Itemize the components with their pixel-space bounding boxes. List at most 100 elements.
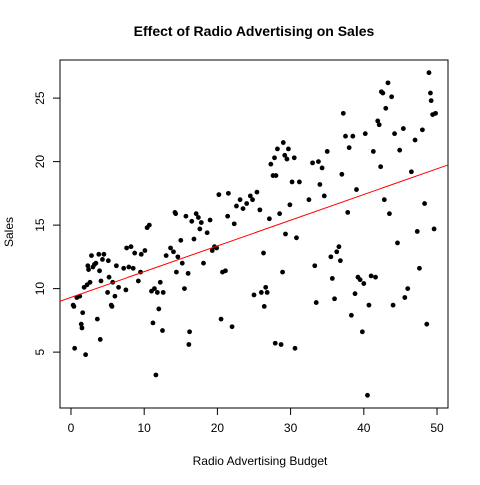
data-point [312,263,318,269]
y-tick-label: 20 [33,155,47,169]
data-point [426,70,432,76]
data-point [207,217,213,223]
data-point [328,254,334,260]
data-point [417,265,422,271]
data-point [359,329,365,335]
data-point [229,324,235,330]
data-point [113,263,119,269]
data-point [345,210,351,215]
x-tick-label: 30 [284,421,298,435]
data-point [98,278,104,284]
data-point [178,237,184,243]
data-point [313,300,319,305]
data-point [85,263,91,269]
y-axis: 5 10 15 20 25 [33,91,61,355]
data-point [247,193,253,199]
data-point [433,110,438,116]
data-point [366,302,372,308]
data-point [154,290,160,295]
y-tick-label: 10 [33,282,47,296]
data-point [257,207,263,213]
data-point [350,133,356,139]
data-point [385,80,391,86]
data-point [234,203,239,209]
data-point [186,342,192,347]
x-tick-label: 0 [68,421,75,435]
data-point [280,140,286,145]
data-point [412,137,418,143]
data-point [132,250,138,256]
data-point [431,226,437,232]
data-point [123,287,129,293]
data-point [97,337,103,342]
data-point [121,265,127,271]
data-point [373,274,378,280]
regression-layer [59,164,449,302]
data-point [266,216,272,222]
data-point [87,279,93,285]
data-point [370,149,376,154]
x-axis-label: Radio Advertising Budget [193,454,328,468]
data-point [135,278,141,284]
data-point [116,284,121,290]
data-point [250,197,255,203]
data-point [191,236,197,242]
data-point [201,260,206,266]
data-point [93,260,99,266]
data-point [368,273,374,279]
data-point [319,165,325,171]
data-point [126,264,132,270]
data-point [179,260,185,266]
data-point [289,179,295,185]
data-point [292,345,298,351]
data-point [97,268,102,274]
data-point [171,249,176,255]
data-point [83,352,89,358]
x-tick-label: 10 [138,421,152,435]
data-point [354,187,359,192]
data-point [402,295,408,300]
data-point [160,290,166,295]
data-point [392,131,397,137]
data-point [150,320,156,326]
data-point [128,244,134,250]
data-point [343,133,348,139]
data-point [332,296,337,302]
data-point [198,220,204,225]
data-point [268,161,274,167]
data-point [168,245,173,251]
y-axis-label: Sales [2,217,16,247]
data-point [324,149,330,154]
data-point [278,342,284,347]
data-point [272,340,278,346]
x-axis: 0 10 20 30 40 50 [68,407,444,435]
data-point [157,279,163,285]
data-point [296,179,302,185]
data-point [96,251,102,257]
data-point [286,146,291,152]
data-point [419,127,425,133]
data-point [346,145,352,151]
data-point [183,213,189,219]
y-tick-label: 5 [33,348,47,355]
data-point [105,290,110,295]
data-point [424,321,430,327]
x-tick-label: 20 [211,421,225,435]
data-point [189,218,195,224]
data-point [197,226,203,232]
data-point [182,286,187,292]
plot-frame [59,59,449,409]
data-point [174,269,179,275]
data-point [310,160,315,166]
data-point [317,182,323,187]
data-point [414,229,420,234]
data-point [329,276,335,281]
data-point [124,245,130,251]
data-point [187,329,192,335]
data-point [100,257,105,262]
data-point [152,286,157,292]
data-point [130,265,136,271]
data-point [334,249,340,255]
